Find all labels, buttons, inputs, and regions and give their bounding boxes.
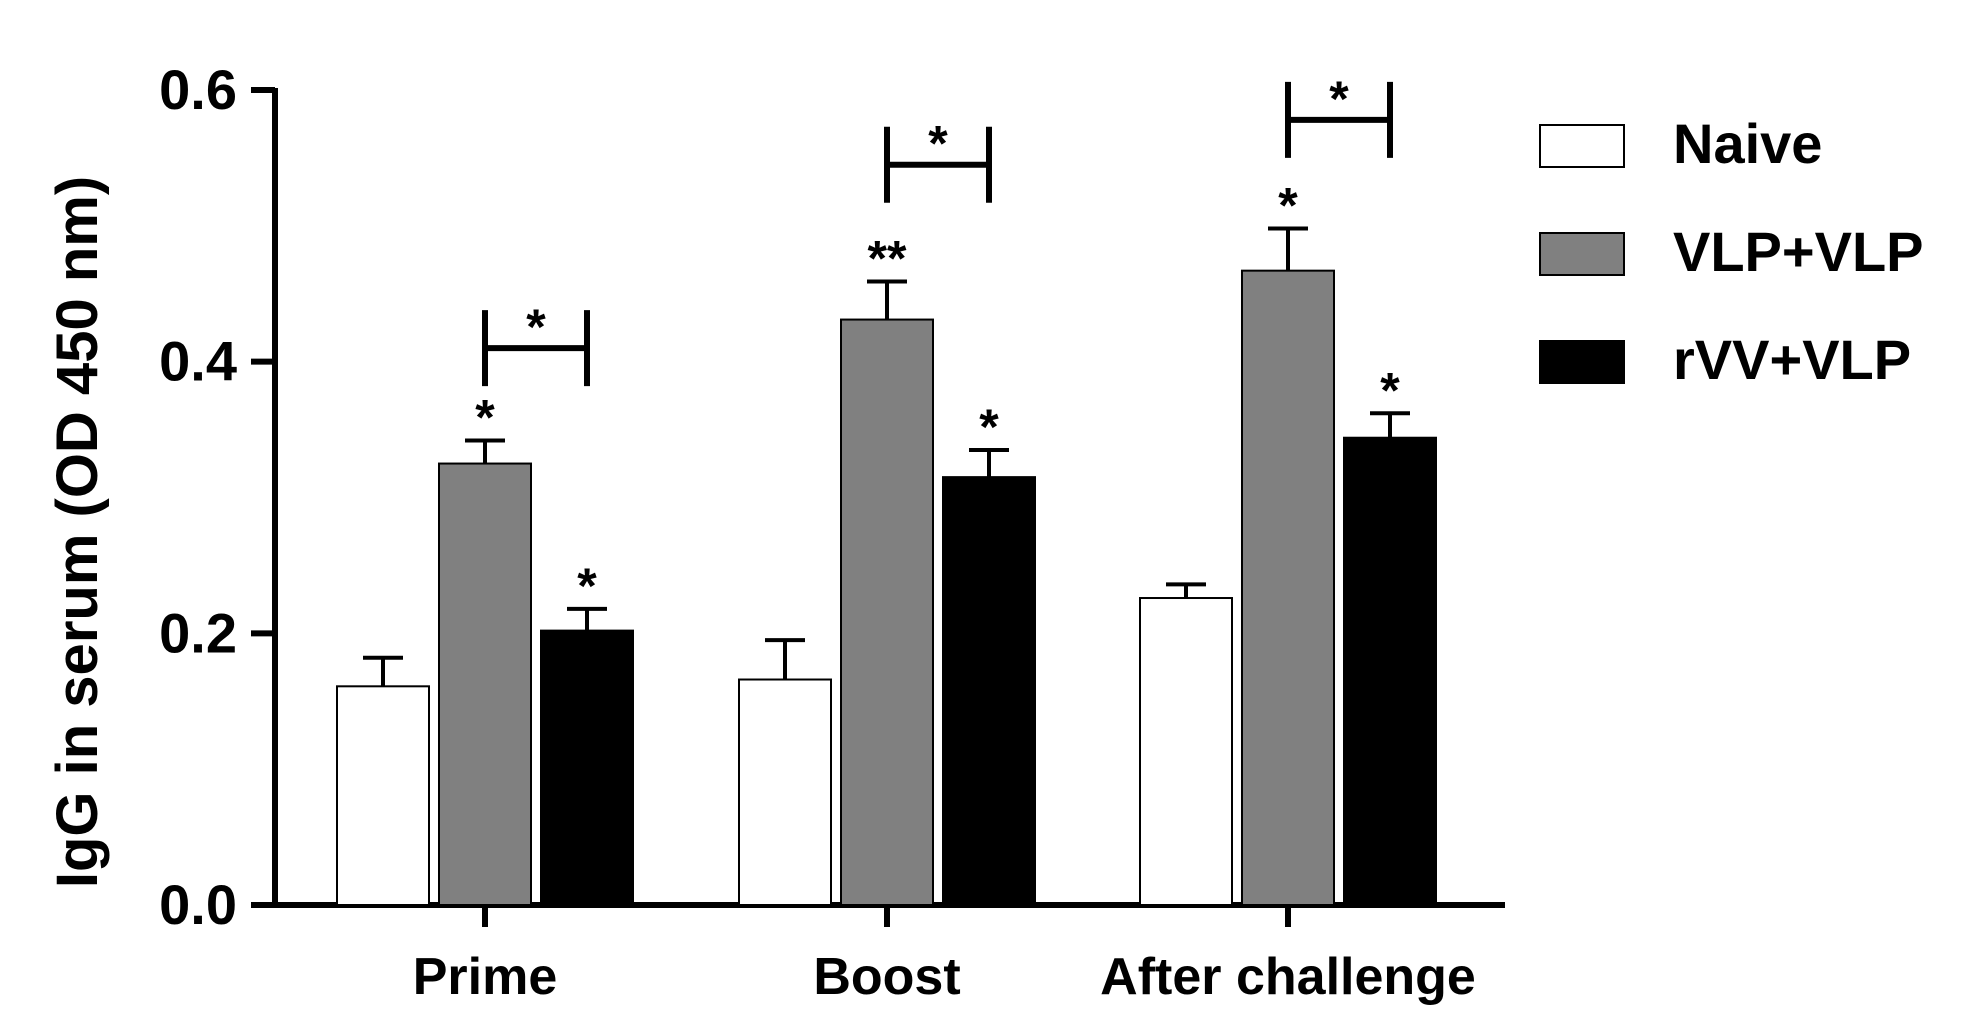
comparison-label: *	[1329, 71, 1349, 127]
significance-label: *	[1278, 178, 1298, 234]
significance-label: *	[979, 399, 999, 455]
significance-label: **	[868, 231, 907, 287]
legend-label: Naive	[1673, 112, 1822, 175]
comparison-label: *	[526, 299, 546, 355]
significance-label: *	[475, 389, 495, 445]
bar	[738, 678, 832, 906]
legend-swatch	[1539, 232, 1625, 276]
x-tick-label: After challenge	[1100, 948, 1476, 1006]
x-tick-label: Boost	[813, 948, 960, 1006]
bar	[1139, 597, 1233, 906]
legend: Naive VLP+VLP rVV+VLP	[1539, 112, 1924, 391]
bar	[438, 462, 532, 906]
legend-swatch	[1539, 340, 1625, 384]
legend-swatch	[1539, 124, 1625, 168]
bar	[336, 685, 430, 907]
significance-label: *	[577, 558, 597, 614]
y-tick-label: 0.0	[159, 873, 237, 936]
significance-label: *	[1380, 362, 1400, 418]
bar	[942, 476, 1036, 906]
x-tick-label: Prime	[413, 948, 558, 1006]
y-axis-label: IgG in serum (OD 450 nm)	[45, 176, 110, 888]
y-tick-label: 0.4	[159, 330, 237, 393]
y-tick-label: 0.6	[159, 58, 237, 121]
comparison-label: *	[928, 116, 948, 172]
bar	[1343, 436, 1437, 906]
bar	[1241, 269, 1335, 906]
y-tick-label: 0.2	[159, 601, 237, 664]
legend-label: VLP+VLP	[1673, 220, 1924, 283]
bar	[840, 318, 934, 906]
bar	[540, 629, 634, 906]
legend-label: rVV+VLP	[1673, 328, 1911, 391]
